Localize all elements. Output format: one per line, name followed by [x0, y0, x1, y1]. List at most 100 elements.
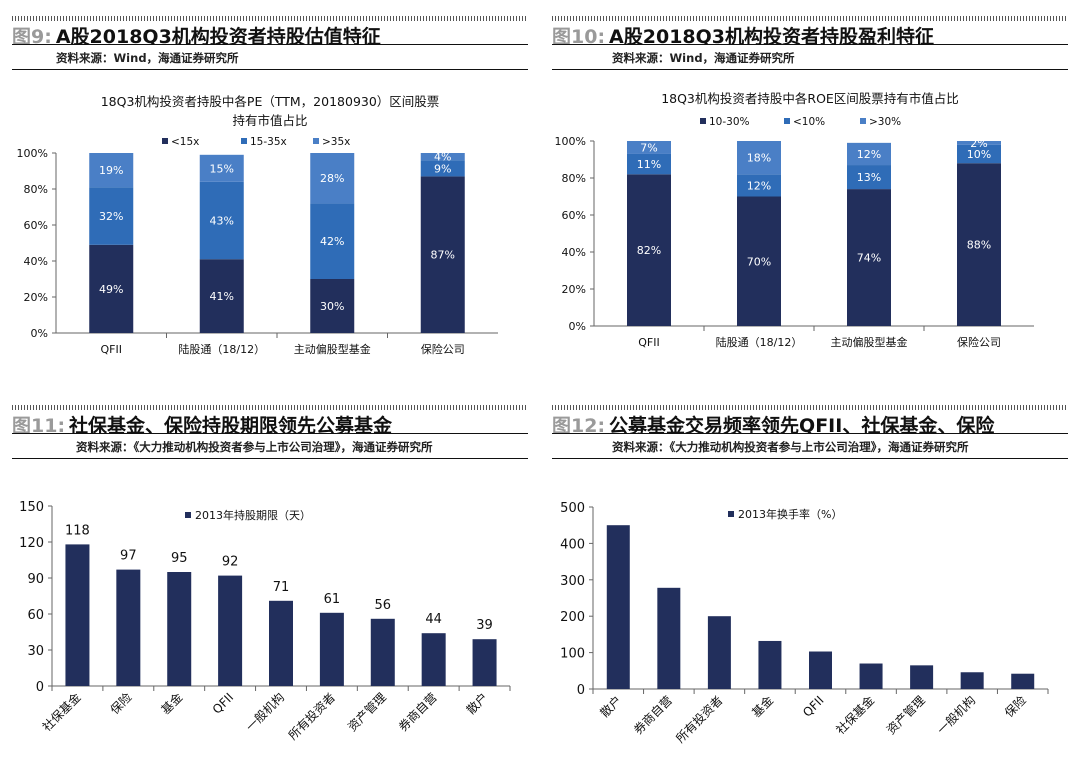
data-label: 56	[375, 598, 392, 613]
figure-source: 资料来源：Wind，海通证券研究所	[612, 51, 795, 65]
source-rule	[552, 69, 1068, 70]
data-label: 41%	[210, 290, 234, 303]
y-tick-label: 300	[560, 574, 585, 589]
bar-segment	[957, 144, 1001, 164]
bar-segment	[737, 196, 781, 326]
figure-number: 图9:	[12, 26, 52, 45]
legend-label: <10%	[793, 116, 825, 128]
legend-label: <15x	[171, 136, 199, 148]
y-tick-label: 60%	[24, 219, 48, 232]
data-label: 28%	[320, 172, 344, 185]
bar	[167, 572, 192, 686]
bar	[960, 672, 984, 689]
data-label: 12%	[747, 179, 771, 192]
chart-title: 18Q3机构投资者持股中各PE（TTM，20180930）区间股票	[101, 94, 440, 109]
x-tick-label: 散户	[597, 693, 625, 721]
y-tick-label: 0	[36, 680, 44, 695]
bar-segment	[199, 181, 244, 260]
y-tick-label: 0%	[569, 320, 586, 333]
figure-title: 公募基金交易频率领先QFII、社保基金、保险	[609, 415, 995, 434]
y-tick-label: 40%	[24, 255, 48, 268]
legend-label: 15-35x	[250, 136, 287, 148]
header-hatch	[12, 16, 528, 21]
data-label: 9%	[434, 162, 451, 175]
figure-header: 图9: A股2018Q3机构投资者持股估值特征	[12, 22, 528, 45]
data-label: 39	[476, 618, 493, 633]
x-tick-label: 所有投资者	[285, 690, 338, 743]
figure-source: 资料来源：《大力推动机构投资者参与上市公司治理》，海通证券研究所	[612, 440, 969, 454]
y-tick-label: 80%	[562, 172, 586, 185]
data-label: 49%	[99, 283, 123, 296]
x-tick-label: 保险	[107, 690, 135, 718]
x-tick-label: 基金	[158, 690, 186, 718]
bar	[1011, 673, 1035, 689]
y-tick-label: 200	[560, 610, 585, 625]
figure-number: 图11:	[12, 415, 66, 434]
x-tick-label: 券商自营	[395, 690, 440, 735]
bar	[859, 663, 883, 689]
x-tick-label: 保险公司	[421, 342, 465, 356]
data-label: 4%	[434, 151, 451, 164]
header-hatch	[552, 405, 1068, 410]
y-tick-label: 20%	[562, 283, 586, 296]
bar	[606, 525, 630, 689]
x-tick-label: QFII	[638, 336, 659, 349]
legend-label: 2013年换手率（%）	[738, 507, 842, 521]
y-tick-label: 0%	[31, 327, 48, 340]
bar-segment	[847, 189, 891, 326]
bar-segment	[627, 174, 671, 326]
data-label: 43%	[210, 215, 234, 228]
bar-segment	[420, 160, 465, 177]
data-label: 12%	[857, 148, 881, 161]
source-rule	[552, 458, 1068, 459]
bar	[269, 600, 293, 686]
chart-title-line2: 持有市值占比	[232, 113, 307, 128]
data-label: 74%	[857, 252, 881, 265]
bar-segment	[420, 153, 465, 161]
legend-swatch	[185, 512, 191, 518]
bar-segment	[737, 141, 781, 175]
x-tick-label: 社保基金	[39, 690, 84, 735]
data-label: 32%	[99, 210, 123, 223]
x-tick-label: 资产管理	[883, 693, 928, 738]
bar	[758, 640, 782, 689]
y-tick-label: 80%	[24, 183, 48, 196]
x-tick-label: 基金	[748, 693, 776, 721]
bar-segment	[89, 153, 134, 188]
bar-segment	[310, 279, 355, 333]
y-tick-label: 60	[27, 608, 44, 623]
chart-title: 18Q3机构投资者持股中各ROE区间股票持有市值占比	[661, 91, 959, 106]
data-label: 30%	[320, 300, 344, 313]
x-tick-label: 主动偏股型基金	[831, 335, 908, 349]
bar-segment	[627, 141, 671, 154]
data-label: 92	[222, 555, 239, 570]
bar-segment	[737, 174, 781, 197]
bar	[707, 616, 731, 689]
figure-title: 社保基金、保险持股期限领先公募基金	[69, 415, 393, 434]
y-tick-label: 100	[560, 647, 585, 662]
y-tick-label: 120	[19, 536, 44, 551]
data-label: 44	[425, 612, 442, 627]
x-tick-label: 券商自营	[630, 693, 675, 738]
bar	[370, 618, 395, 686]
x-tick-label: 一般机构	[934, 693, 979, 738]
bar-segment	[89, 187, 134, 245]
bar-segment	[310, 153, 355, 204]
chart-pe-stacked: 18Q3机构投资者持股中各PE（TTM，20180930）区间股票持有市值占比 <…	[17, 94, 498, 356]
data-label: 97	[120, 549, 137, 564]
bar-segment	[847, 165, 891, 190]
figure-header: 图10: A股2018Q3机构投资者持股盈利特征	[552, 22, 1068, 45]
x-tick-label: QFII	[800, 693, 826, 719]
y-tick-label: 150	[19, 500, 44, 515]
legend-label: 2013年持股期限（天）	[195, 508, 311, 522]
data-label: 13%	[857, 171, 881, 184]
data-label: 82%	[637, 244, 661, 257]
legend-swatch	[728, 511, 734, 517]
data-label: 11%	[637, 158, 661, 171]
data-label: 15%	[210, 162, 234, 175]
bar	[319, 612, 344, 686]
bar-segment	[420, 176, 465, 333]
y-tick-label: 20%	[24, 291, 48, 304]
bar-segment	[847, 142, 891, 166]
